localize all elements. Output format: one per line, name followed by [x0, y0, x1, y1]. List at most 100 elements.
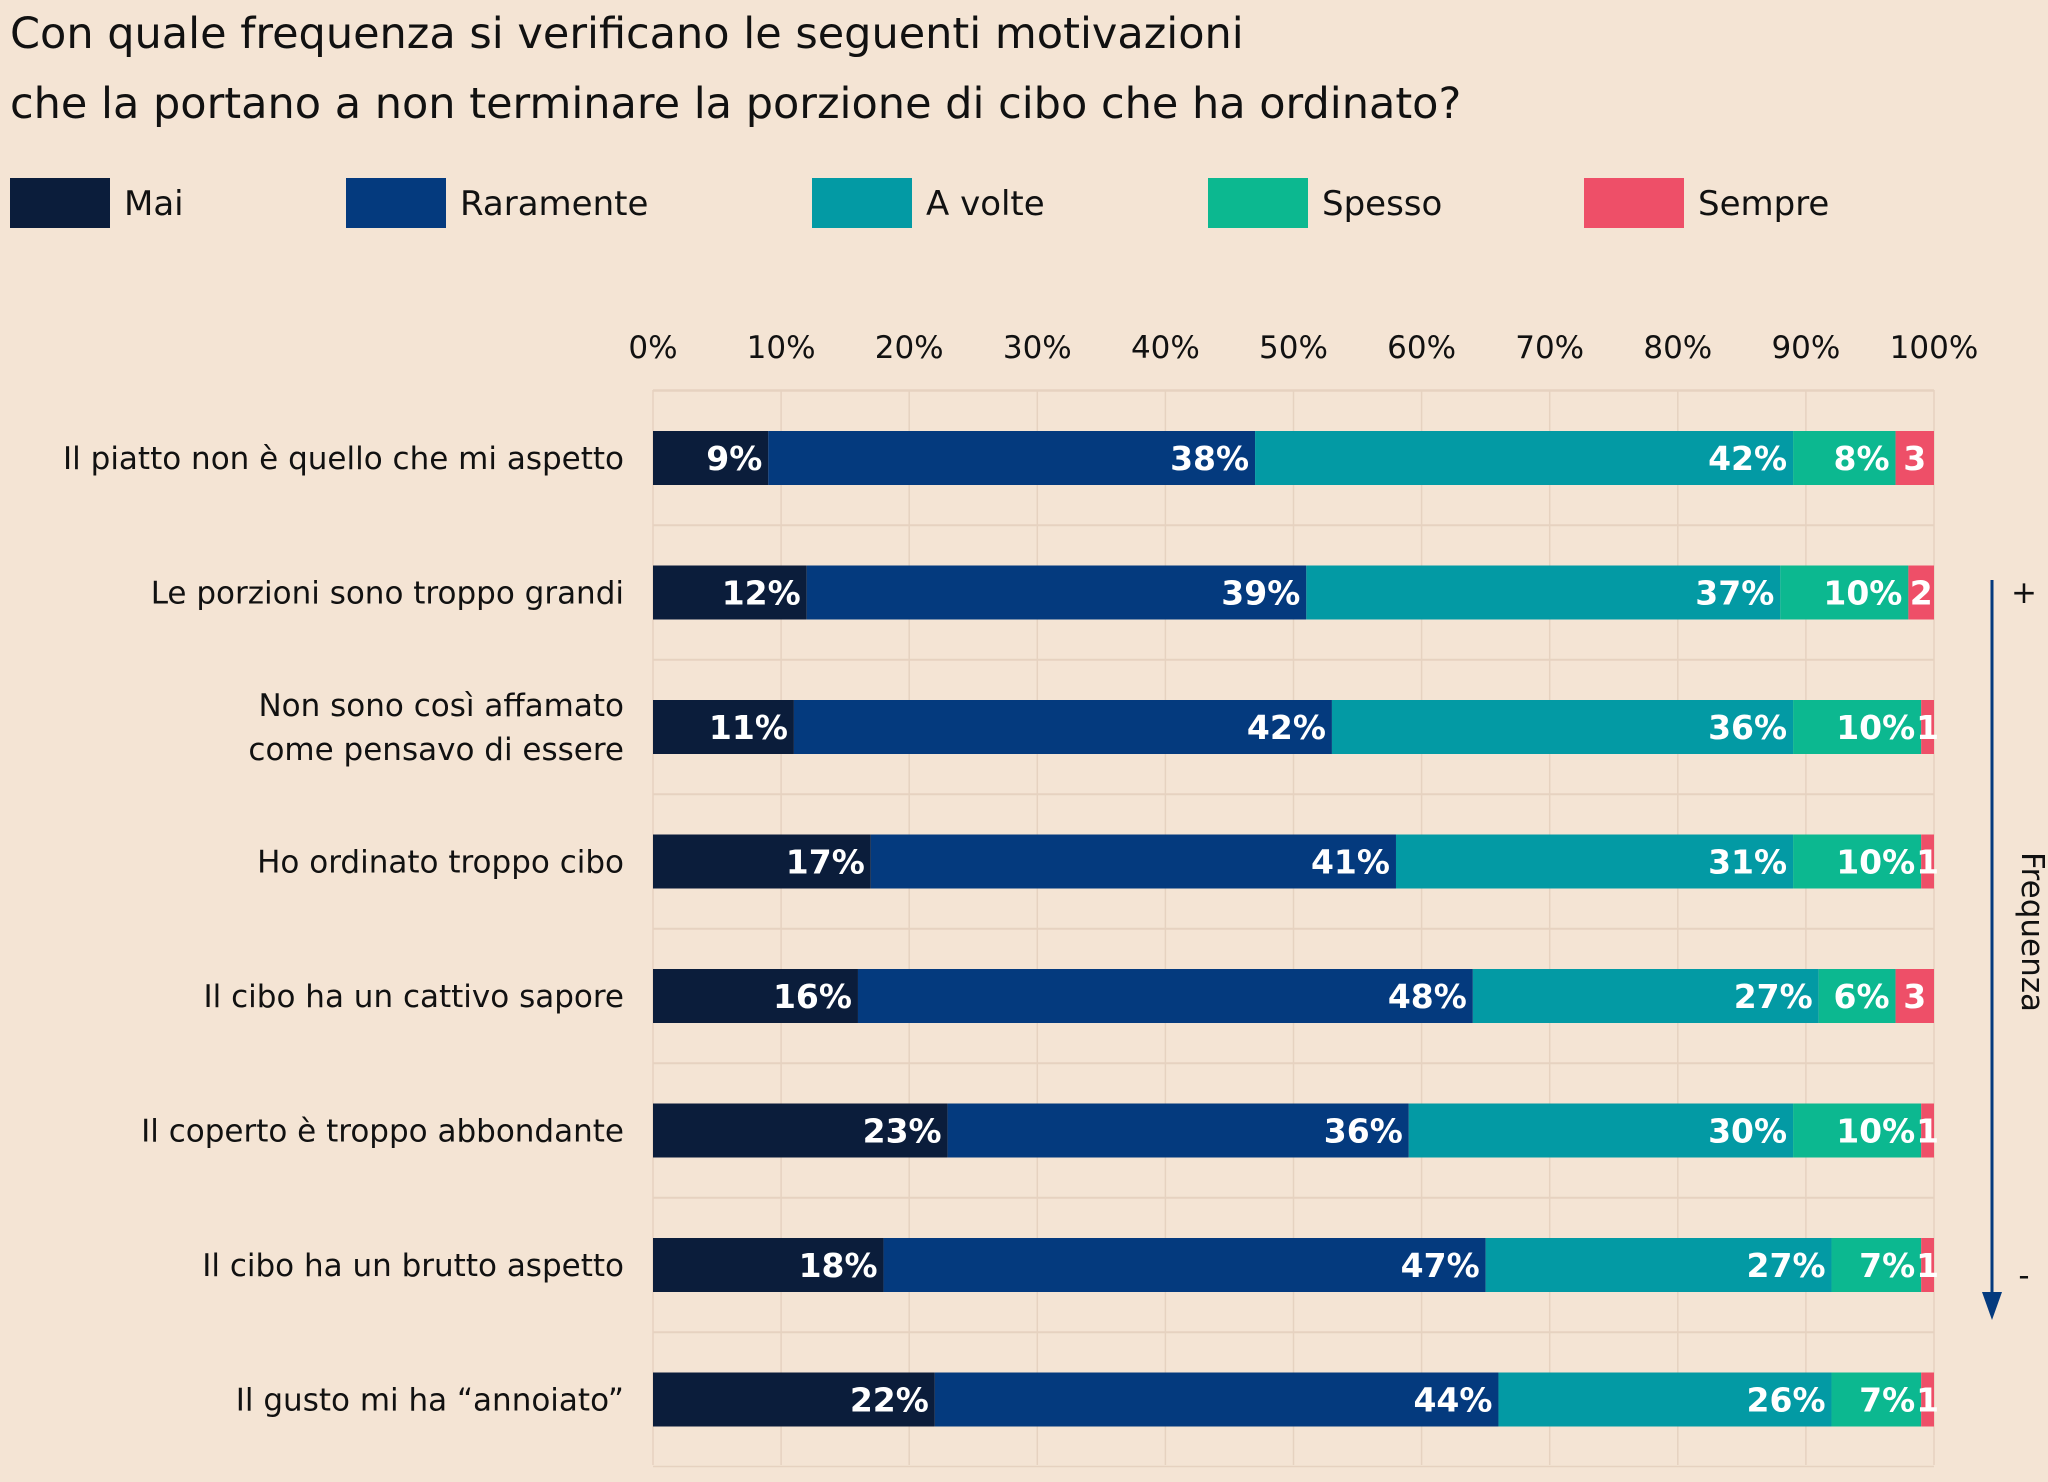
x-tick-label: 70% [1515, 330, 1584, 366]
bar-segment [653, 969, 858, 1023]
bar-segment [857, 969, 1473, 1023]
category-labels: Il piatto non è quello che mi aspetto Le … [63, 441, 624, 1419]
bar-value-label: 48% [1388, 977, 1467, 1016]
bar-value-label: 3 [1903, 439, 1926, 478]
bars: 9% 38% 42% 8% 312% 39% 37% 10% 211% 42% 36% 10% 117%… [653, 431, 1939, 1427]
chart-title-line: Con quale frequenza si verificano le seg… [10, 9, 1244, 59]
bar-value-label: 26% [1747, 1381, 1826, 1420]
bar-segment [1921, 1372, 1934, 1427]
x-tick-label: 90% [1771, 330, 1840, 366]
x-tick-label: 60% [1387, 330, 1456, 366]
bar-segment [1921, 700, 1934, 754]
x-tick-label: 20% [875, 330, 944, 366]
bar-segment [1472, 969, 1819, 1023]
bar-value-label: 1 [1916, 708, 1939, 747]
frequency-minus: - [2018, 1258, 2029, 1294]
category-label: Il gusto mi ha “annoiato” [236, 1383, 624, 1419]
category-label: Non sono così affamato [258, 688, 624, 724]
legend-label: Mai [124, 184, 184, 224]
bar-value-label: 42% [1247, 708, 1326, 747]
bar-value-label: 18% [799, 1246, 878, 1285]
bar-segment [934, 1372, 1499, 1427]
x-tick-label: 30% [1003, 330, 1072, 366]
bar-value-label: 41% [1311, 843, 1390, 882]
bar-value-label: 37% [1695, 574, 1774, 613]
bar-segment [1895, 431, 1934, 485]
bar-value-label: 9% [706, 439, 762, 478]
category-label: Il coperto è troppo abbondante [141, 1114, 624, 1150]
chart-title-line: che la portano a non terminare la porzio… [10, 79, 1461, 129]
bar-segment [1818, 969, 1896, 1023]
bar-segment [653, 1372, 935, 1427]
legend-swatch [346, 178, 446, 228]
x-tick-label: 80% [1643, 330, 1712, 366]
legend-swatch [10, 178, 110, 228]
category-label: come pensavo di essere [248, 732, 624, 768]
bar-segment [1498, 1372, 1832, 1427]
bar-value-label: 1 [1916, 1381, 1939, 1420]
bar-value-label: 36% [1708, 708, 1787, 747]
legend-label: Raramente [460, 184, 648, 224]
frequency-arrow-head [1982, 1292, 2002, 1320]
bar-segment [1793, 700, 1922, 754]
bar-segment [1306, 565, 1781, 620]
bar-value-label: 6% [1834, 977, 1890, 1016]
bar-segment [1395, 834, 1794, 889]
bar-segment [793, 700, 1332, 754]
bar-value-label: 11% [709, 708, 788, 747]
legend-label: Sempre [1698, 184, 1829, 224]
bar-value-label: 17% [786, 843, 865, 882]
bar-segment [1255, 431, 1794, 485]
bar-value-label: 39% [1221, 574, 1300, 613]
bar-value-label: 27% [1747, 1246, 1826, 1285]
bar-value-label: 10% [1836, 843, 1915, 882]
bar-value-label: 10% [1823, 574, 1902, 613]
bar-value-label: 2 [1910, 574, 1933, 613]
legend-label: A volte [926, 184, 1045, 224]
bar-segment [1793, 1103, 1922, 1158]
bar-value-label: 10% [1836, 708, 1915, 747]
bar-value-label: 27% [1734, 977, 1813, 1016]
bar-value-label: 1 [1916, 1246, 1939, 1285]
frequency-plus: + [2011, 575, 2037, 611]
bar-value-label: 7% [1859, 1246, 1915, 1285]
bar-segment [947, 1103, 1409, 1158]
bar-value-label: 1 [1916, 1112, 1939, 1151]
bar-value-label: 23% [863, 1112, 942, 1151]
bar-segment [653, 431, 769, 485]
bar-value-label: 10% [1836, 1112, 1915, 1151]
category-label: Ho ordinato troppo cibo [257, 845, 624, 881]
bar-value-label: 1 [1916, 843, 1939, 882]
x-tick-label: 10% [747, 330, 816, 366]
bar-segment [1793, 834, 1922, 889]
bar-segment [653, 1238, 884, 1292]
chart-title: Con quale frequenza si verificano le seg… [10, 9, 1461, 129]
frequency-axis: + - Frequenza [1982, 575, 2048, 1320]
bar-value-label: 31% [1708, 843, 1787, 882]
bar-segment [653, 1103, 948, 1158]
bar-value-label: 3 [1903, 977, 1926, 1016]
x-tick-label: 50% [1259, 330, 1328, 366]
bar-segment [1831, 1238, 1922, 1292]
bar-value-label: 38% [1170, 439, 1249, 478]
bar-segment [1908, 565, 1934, 620]
legend-swatch [1584, 178, 1684, 228]
bar-segment [1331, 700, 1794, 754]
bar-segment [1921, 1103, 1934, 1158]
x-tick-label: 100% [1890, 330, 1979, 366]
bar-segment [653, 565, 807, 620]
bar-segment [768, 431, 1256, 485]
legend-swatch [1208, 178, 1308, 228]
bar-value-label: 22% [850, 1381, 929, 1420]
x-axis-ticks: 0% 10% 20% 30% 40% 50% 60% 70% 80% 90% 100% [628, 330, 1978, 366]
frequency-axis-label: Frequenza [2014, 852, 2048, 1012]
category-label: Il cibo ha un cattivo sapore [204, 979, 624, 1015]
bar-segment [1485, 1238, 1832, 1292]
bar-value-label: 12% [722, 574, 801, 613]
bar-value-label: 7% [1859, 1381, 1915, 1420]
x-tick-label: 40% [1131, 330, 1200, 366]
bar-value-label: 16% [773, 977, 852, 1016]
bar-segment [1895, 969, 1934, 1023]
bar-segment [1831, 1372, 1922, 1427]
